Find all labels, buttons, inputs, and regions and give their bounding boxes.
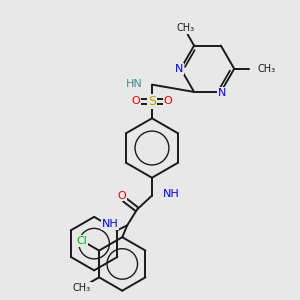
Text: NH: NH [101,219,118,229]
Text: Cl: Cl [76,236,87,246]
Text: HN: HN [126,79,143,88]
Text: N: N [175,64,183,74]
Text: CH₃: CH₃ [73,283,91,293]
Text: CH₃: CH₃ [176,23,194,33]
Text: S: S [148,95,156,108]
Text: O: O [117,190,126,201]
Text: O: O [132,97,140,106]
Text: N: N [218,88,226,98]
Text: CH₃: CH₃ [257,64,275,74]
Text: O: O [164,97,172,106]
Text: NH: NH [163,189,180,199]
